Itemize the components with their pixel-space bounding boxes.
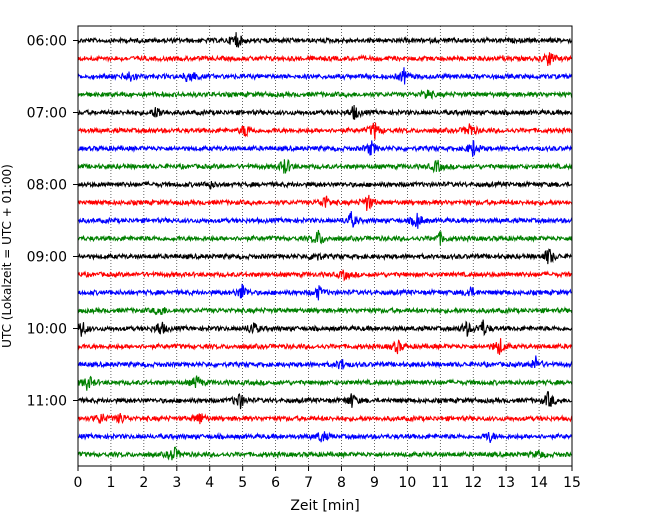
trace-0900 bbox=[77, 248, 573, 265]
trace-1130 bbox=[77, 431, 573, 444]
trace-0945 bbox=[77, 306, 573, 316]
y-ticks: 06:00 07:00 08:00 09:00 10:00 11:00 bbox=[27, 34, 78, 410]
grid-layer bbox=[110, 26, 540, 466]
x-tick-label: 4 bbox=[205, 475, 214, 491]
y-tick-label: 08:00 bbox=[27, 178, 67, 194]
trace-0915 bbox=[77, 269, 572, 282]
y-tick-label: 06:00 bbox=[27, 34, 67, 50]
x-tick-label: 11 bbox=[431, 475, 449, 491]
y-tick-label: 07:00 bbox=[27, 106, 67, 122]
trace-0600 bbox=[77, 32, 573, 48]
trace-0645 bbox=[77, 89, 573, 100]
x-tick-label: 15 bbox=[563, 475, 581, 491]
trace-1100 bbox=[77, 390, 573, 410]
trace-1045 bbox=[77, 375, 573, 391]
x-tick-label: 14 bbox=[530, 475, 548, 491]
trace-0700 bbox=[77, 104, 573, 120]
trace-layer bbox=[77, 32, 573, 461]
x-tick-label: 6 bbox=[271, 475, 280, 491]
trace-0800 bbox=[77, 179, 573, 190]
x-ticks: 0 1 2 3 4 5 6 7 8 9 10 11 12 13 14 15 bbox=[74, 466, 581, 491]
y-tick-label: 10:00 bbox=[27, 322, 67, 338]
trace-0930 bbox=[77, 283, 573, 301]
trace-0830 bbox=[77, 211, 573, 229]
trace-0615 bbox=[77, 52, 573, 67]
x-tick-label: 2 bbox=[139, 475, 148, 491]
trace-1000 bbox=[77, 319, 573, 337]
trace-0815 bbox=[77, 194, 573, 211]
x-axis-label: Zeit [min] bbox=[290, 498, 359, 514]
y-tick-label: 11:00 bbox=[27, 394, 67, 410]
plot-frame bbox=[77, 25, 573, 467]
x-tick-label: 5 bbox=[238, 475, 247, 491]
x-tick-label: 7 bbox=[304, 475, 313, 491]
trace-0745 bbox=[77, 158, 573, 174]
trace-0630 bbox=[77, 67, 573, 85]
x-tick-label: 9 bbox=[370, 475, 379, 491]
trace-1115 bbox=[77, 412, 573, 425]
x-tick-label: 10 bbox=[398, 475, 416, 491]
x-tick-label: 0 bbox=[74, 475, 83, 491]
y-tick-label: 09:00 bbox=[27, 250, 67, 266]
trace-0730 bbox=[77, 139, 573, 157]
x-tick-label: 3 bbox=[172, 475, 181, 491]
trace-1015 bbox=[77, 338, 573, 355]
trace-0845 bbox=[77, 229, 573, 246]
trace-0715 bbox=[77, 122, 573, 140]
x-tick-label: 8 bbox=[337, 475, 346, 491]
trace-1145 bbox=[77, 446, 573, 461]
x-tick-label: 13 bbox=[497, 475, 515, 491]
y-axis-label: UTC (Lokalzeit = UTC + 01:00) bbox=[0, 164, 14, 348]
trace-1030 bbox=[77, 355, 573, 370]
x-tick-label: 1 bbox=[106, 475, 115, 491]
x-tick-label: 12 bbox=[464, 475, 482, 491]
